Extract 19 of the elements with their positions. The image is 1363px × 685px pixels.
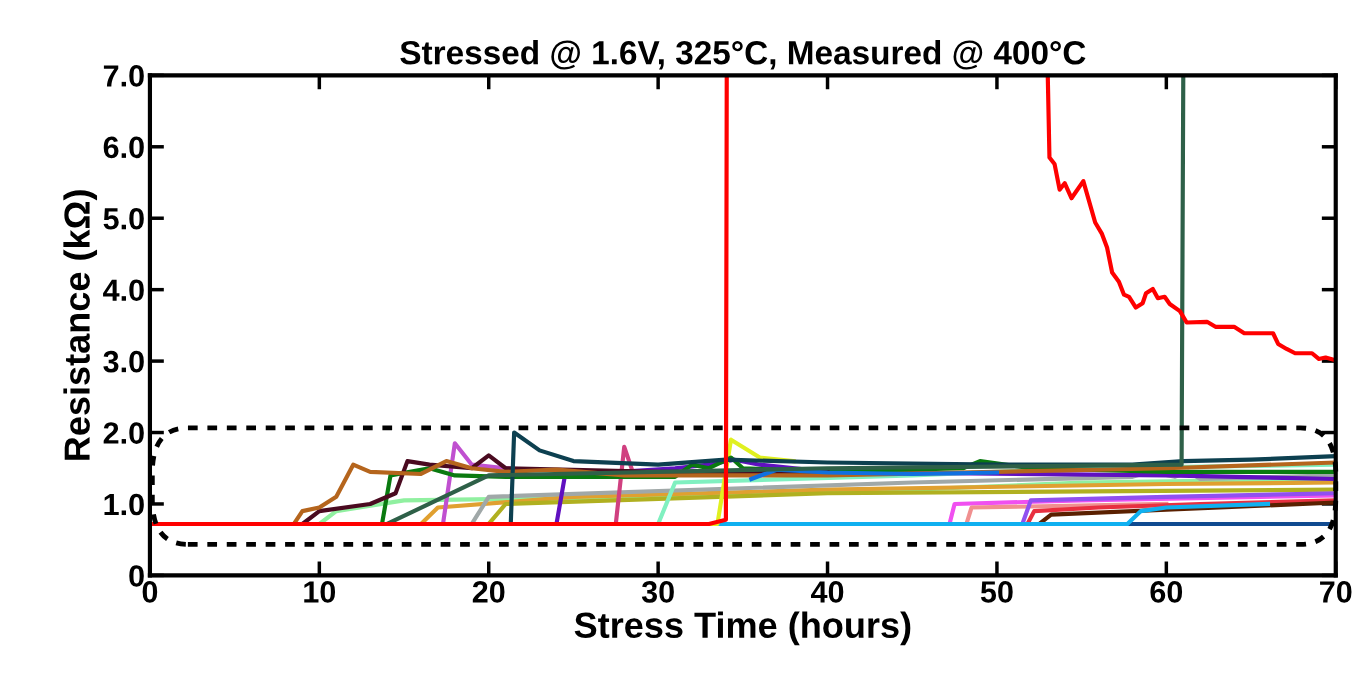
x-tick-label: 60 bbox=[1150, 581, 1183, 603]
y-tick-label: 4.0 bbox=[103, 279, 144, 302]
x-axis-title: Stress Time (hours) bbox=[574, 611, 911, 646]
y-tick-label: 7.0 bbox=[103, 65, 144, 87]
x-tick-label: 20 bbox=[472, 581, 505, 603]
y-tick-label: 0 bbox=[129, 565, 144, 587]
x-tick-label: 10 bbox=[304, 581, 336, 603]
y-tick-label: 6.0 bbox=[103, 136, 144, 159]
y-tick-label: 5.0 bbox=[103, 207, 144, 230]
chart-title: Stressed @ 1.6V, 325°C, Measured @ 400°C bbox=[400, 40, 1086, 70]
y-tick-label: 3.0 bbox=[103, 350, 144, 373]
x-tick-label: 40 bbox=[811, 581, 844, 603]
y-tick-label: 2.0 bbox=[103, 422, 144, 444]
x-tick-label: 50 bbox=[980, 581, 1013, 603]
y-tick-label: 1.0 bbox=[104, 493, 144, 516]
x-tick-label: 0 bbox=[142, 581, 158, 603]
x-tick-label: 30 bbox=[641, 581, 674, 603]
y-axis-title: Resistance (kΩ) bbox=[63, 190, 98, 460]
x-tick-label: 70 bbox=[1320, 581, 1352, 603]
